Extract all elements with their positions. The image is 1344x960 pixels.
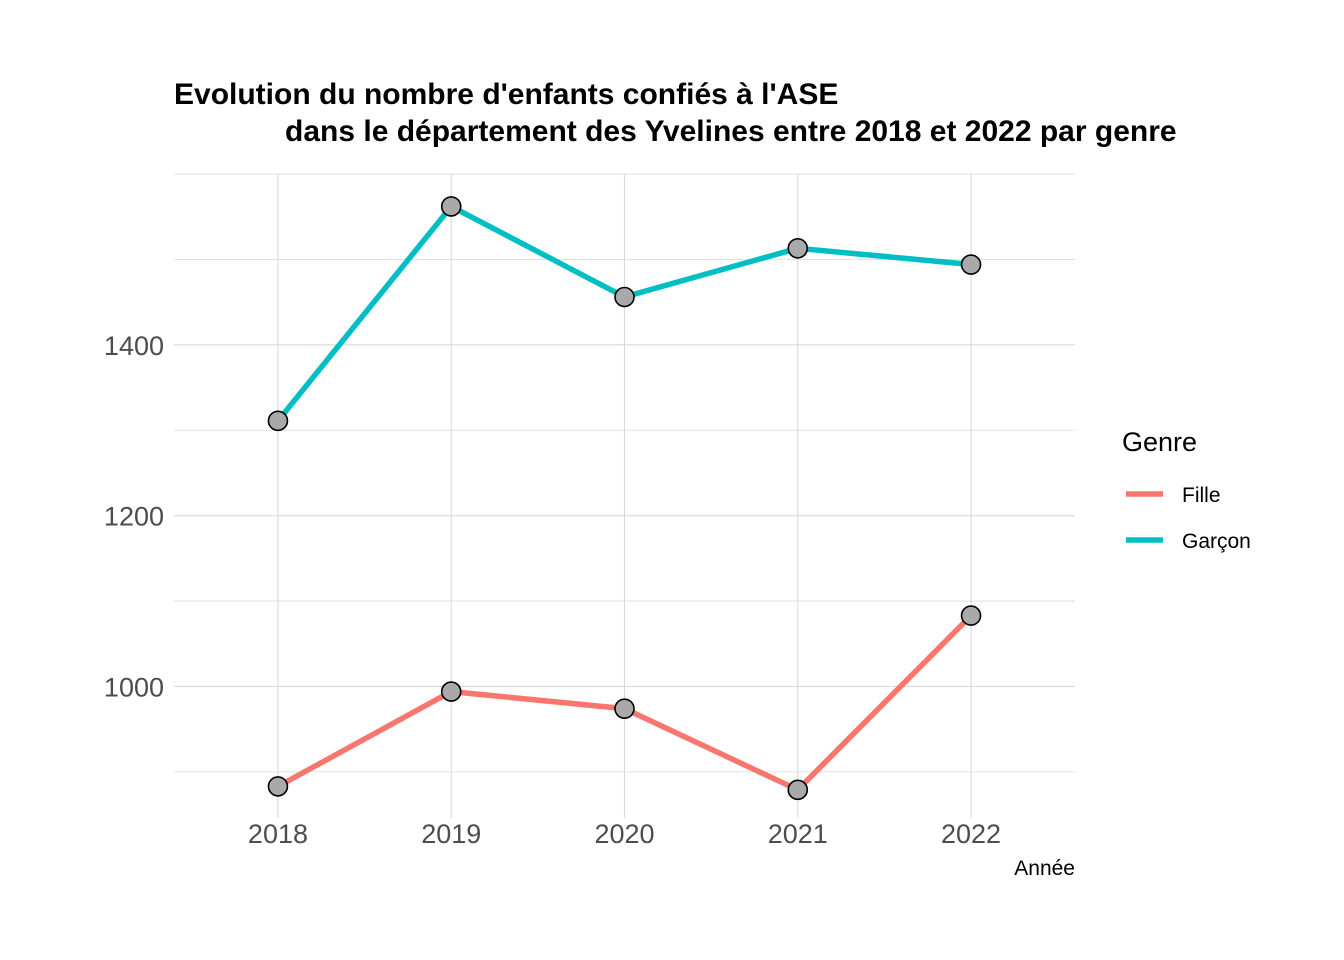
x-axis-title: Année bbox=[1014, 857, 1075, 880]
data-point bbox=[614, 698, 635, 719]
chart-title-line-2: dans le département des Yvelines entre 2… bbox=[285, 115, 1177, 148]
x-tick-label: 2019 bbox=[421, 819, 481, 849]
grid bbox=[174, 173, 1075, 818]
data-point bbox=[267, 410, 289, 432]
data-point bbox=[960, 605, 982, 626]
data-point bbox=[787, 238, 809, 259]
y-tick-label: 1200 bbox=[104, 502, 164, 532]
chart-title-line-1: Evolution du nombre d'enfants confiés à … bbox=[174, 78, 838, 111]
data-point bbox=[440, 196, 462, 217]
x-tick-label: 2022 bbox=[941, 819, 1001, 849]
data-point bbox=[267, 776, 289, 797]
data-points bbox=[267, 196, 982, 801]
tick-labels: 2018 2019 2020 2021 2022 1000 1200 1400 bbox=[104, 331, 1001, 849]
legend-label: Garçon bbox=[1182, 530, 1251, 553]
data-point bbox=[614, 286, 635, 308]
y-tick-label: 1400 bbox=[104, 331, 164, 361]
legend-items: Fille Garçon bbox=[1126, 484, 1251, 553]
legend-label: Fille bbox=[1182, 484, 1221, 507]
legend: Genre Fille Garçon bbox=[1122, 427, 1251, 553]
x-tick-label: 2018 bbox=[248, 819, 308, 849]
legend-title: Genre bbox=[1122, 427, 1197, 457]
data-point bbox=[960, 254, 982, 275]
y-tick-label: 1000 bbox=[104, 672, 164, 702]
data-point bbox=[787, 779, 809, 801]
x-tick-label: 2020 bbox=[594, 819, 654, 849]
data-point bbox=[440, 681, 462, 702]
x-tick-label: 2021 bbox=[768, 819, 828, 849]
